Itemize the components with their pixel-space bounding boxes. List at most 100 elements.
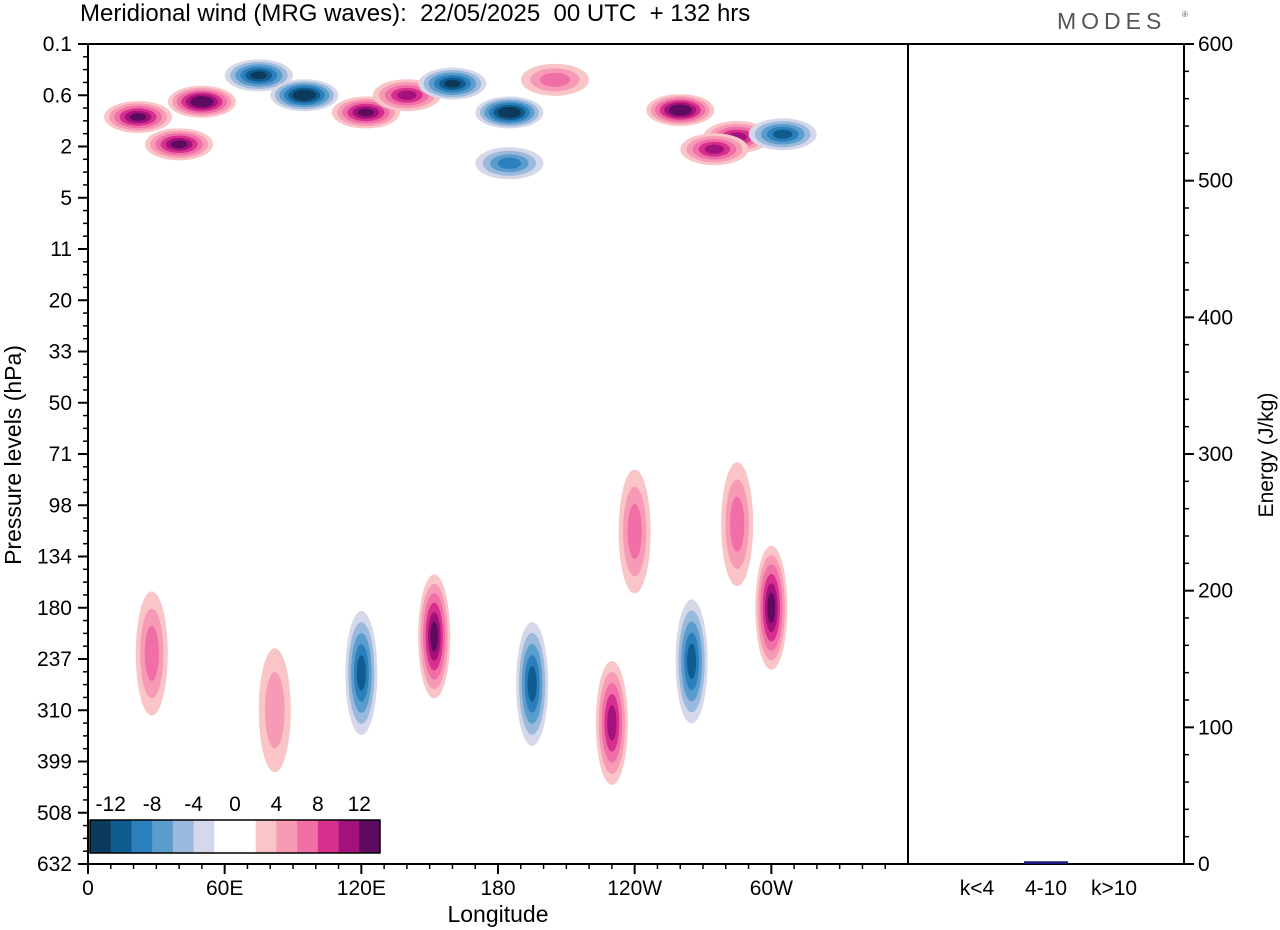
heatmap-cell	[475, 147, 544, 180]
contour-fill	[297, 91, 312, 99]
energy-tick-label: 100	[1198, 716, 1233, 739]
y-tick-label: 0.6	[43, 84, 72, 107]
x-tick-label: 60W	[750, 877, 793, 900]
energy-tick-label: 500	[1198, 170, 1233, 193]
y-tick-label: 2	[60, 136, 72, 159]
bar-y-ticks: 0 100 200 300 400 500 600	[1184, 33, 1233, 876]
x-tick-label: 120W	[607, 877, 662, 900]
energy-bar	[1024, 861, 1068, 864]
heatmap-cell	[748, 118, 817, 151]
y-tick-label: 134	[37, 546, 72, 569]
heatmap-cell	[755, 545, 788, 670]
y-axis-label: Pressure levels (hPa)	[0, 345, 26, 565]
colorbar-swatch	[276, 820, 298, 853]
colorbar-label: -4	[184, 793, 203, 816]
colorbar-label: -12	[96, 793, 126, 816]
heatmap-cell	[224, 59, 293, 92]
contour-fill	[527, 666, 537, 702]
heatmap-cell	[721, 462, 754, 587]
heatmap-cell	[675, 599, 708, 724]
heatmap-cell	[595, 660, 628, 785]
colorbar-swatch	[193, 820, 215, 853]
heatmap-cell	[418, 67, 487, 100]
y-axis-ticks: 0.1 0.6 2 5 11 20 33 50 71 98 134 180 237 310 399 508 63…	[37, 33, 88, 876]
contour-fill	[607, 705, 617, 741]
bar-chart-frame	[907, 43, 1185, 865]
contour-fill	[356, 655, 366, 691]
heatmap-cell	[680, 133, 749, 166]
colorbar-label: 12	[348, 793, 371, 816]
heatmap-cell	[145, 128, 214, 161]
energy-tick-label: 300	[1198, 443, 1233, 466]
contour-fill	[673, 106, 688, 114]
x-tick-label: 60E	[206, 877, 243, 900]
colorbar-label: 4	[271, 793, 283, 816]
energy-tick-label: 0	[1198, 853, 1210, 876]
heatmap-cell	[167, 85, 236, 118]
contour-fill	[497, 157, 522, 169]
energy-tick-label: 400	[1198, 306, 1233, 329]
brand-registered-mark: ®	[1182, 10, 1188, 19]
colorbar-swatch	[110, 820, 132, 853]
heatmap-cell	[270, 79, 339, 112]
x-axis-ticks: 0 60E 120E 180 120W 60W	[82, 864, 886, 900]
colorbar-label: 0	[229, 793, 241, 816]
y-tick-label: 5	[60, 187, 72, 210]
contour-fill	[430, 621, 439, 652]
colorbar-swatch	[338, 820, 360, 853]
heatmap-cell	[104, 100, 173, 133]
contour-fill	[539, 72, 571, 87]
heatmap-cell	[418, 574, 451, 699]
heatmap-cell	[135, 591, 168, 716]
y-tick-label: 632	[37, 853, 72, 876]
heatmap-cell	[475, 96, 544, 129]
colorbar-swatch	[317, 820, 340, 853]
brand-logo: MODES	[1057, 8, 1167, 34]
colorbar-swatch	[152, 820, 174, 853]
contour-fill	[170, 140, 188, 149]
heatmap-cell	[258, 648, 291, 773]
colorbar-label: -8	[143, 793, 162, 816]
y-tick-label: 237	[37, 648, 72, 671]
contour-fill	[704, 144, 725, 154]
y-tick-label: 508	[37, 802, 72, 825]
contour-fill	[357, 108, 375, 117]
colorbar-swatch	[255, 820, 277, 853]
contour-fill	[194, 98, 210, 106]
y-tick-label: 399	[37, 751, 72, 774]
y-tick-label: 20	[49, 289, 72, 312]
energy-axis-label: Energy (J/kg)	[1255, 393, 1278, 518]
contour-fill	[397, 90, 417, 100]
contour-fill	[627, 503, 642, 560]
colorbar-swatch	[235, 820, 257, 853]
colorbar-swatch	[131, 820, 153, 853]
contour-fill	[264, 672, 285, 749]
y-tick-label: 11	[50, 238, 72, 261]
energy-tick-label: 200	[1198, 580, 1233, 603]
colorbar: -12 -8 -4 0 4 8 12	[89, 793, 381, 854]
colorbar-swatch	[172, 820, 195, 853]
contour-fill	[129, 113, 147, 121]
x-tick-label: 180	[480, 877, 515, 900]
y-tick-label: 0.1	[43, 33, 72, 56]
heatmap-cell	[516, 621, 549, 746]
colorbar-label: 8	[312, 793, 324, 816]
x-axis-label: Longitude	[447, 901, 548, 927]
energy-bars	[1024, 861, 1068, 864]
colorbar-swatch	[297, 820, 319, 853]
bar-category-label: k<4	[960, 877, 995, 900]
colorbar-swatch	[359, 820, 381, 853]
colorbar-frame	[89, 819, 381, 854]
contour-fill	[730, 496, 745, 552]
heatmap-cell	[520, 63, 589, 96]
contour-fill	[502, 109, 517, 116]
y-tick-label: 180	[37, 597, 72, 620]
heatmap-cell	[646, 94, 715, 127]
chart-title: Meridional wind (MRG waves): 22/05/2025 …	[80, 0, 751, 27]
y-tick-label: 71	[49, 443, 72, 466]
bar-category-label: k>10	[1091, 877, 1137, 900]
x-tick-label: 120E	[337, 877, 386, 900]
contour-fill	[250, 71, 268, 80]
